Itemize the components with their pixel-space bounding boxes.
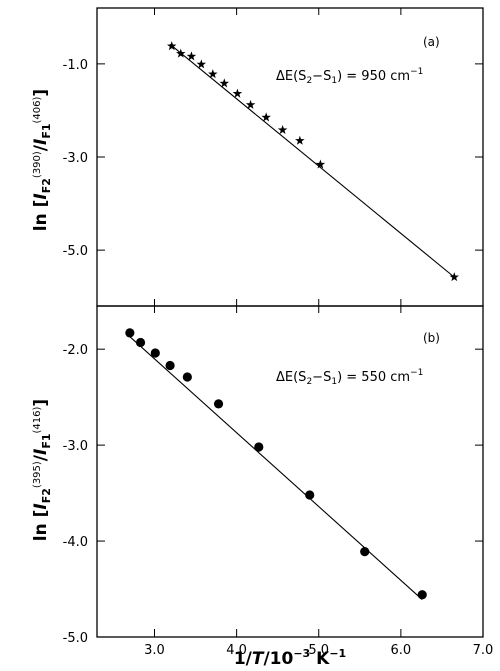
panel-b-ylabel-pre: ln [: [31, 510, 51, 542]
panel-a-ylabel-i1sup: (390): [32, 151, 43, 178]
panel-a-y-tick-label: -3.0: [63, 151, 88, 166]
panel-b-annot-mid: −S: [312, 370, 331, 385]
panel-a-ylabel-i2sup: (406): [32, 96, 43, 123]
panel-b-y-tick-label: -5.0: [63, 631, 88, 646]
panel-a-ylabel-slash: /: [31, 144, 51, 151]
panel-a-data-point: [245, 99, 256, 109]
panel-a-data-point: [219, 78, 230, 88]
panel-b-annotation: ΔE(S2−S1) = 550 cm−1: [276, 368, 423, 387]
x-axis-label: 1/T/10−3 K−1: [234, 647, 346, 669]
panel-b-y-tick-label: -3.0: [63, 439, 88, 454]
panel-b-ylabel-slash: /: [31, 454, 51, 461]
panel-b-y-tick-label: -2.0: [63, 343, 88, 358]
panel-b-ylabel-i2sub: F1: [40, 433, 53, 448]
panel-a-fit-line: [169, 43, 455, 278]
panel-b-ylabel-i1sub: F2: [40, 488, 53, 503]
xlabel-sup2: −1: [329, 647, 346, 660]
panel-a-ylabel-i1sub: F2: [40, 178, 53, 193]
x-tick-label: 5.0: [308, 643, 329, 658]
panel-a-frame: [96, 7, 484, 307]
panel-b-data-point: [213, 399, 224, 409]
panel-a-data-point: [295, 135, 305, 145]
panel-a-ylabel-post: ]: [31, 89, 51, 97]
panel-b-ylabel-post: ]: [31, 399, 51, 407]
panel-a-y-tick-label: -5.0: [63, 244, 88, 259]
x-tick-label: 7.0: [473, 643, 494, 658]
x-tick-label: 4.0: [226, 643, 247, 658]
panel-b-data-point: [305, 490, 315, 500]
panel-b-data-point: [360, 547, 370, 557]
panel-a-data-point: [196, 59, 207, 69]
xlabel-sup1: −3: [293, 647, 310, 660]
panel-b-ylabel-i2sup: (416): [32, 406, 43, 433]
panel-a-annot-prefix: ΔE(S: [276, 69, 306, 84]
panel-a-data-point: [186, 51, 197, 61]
panel-a-annotation: ΔE(S2−S1) = 950 cm−1: [276, 67, 423, 86]
panel-a-data-point: [315, 159, 326, 169]
panel-a-y-tick-label: -1.0: [63, 58, 88, 73]
xlabel-mid: /10: [263, 649, 293, 669]
panel-b-data-point: [125, 328, 135, 338]
panel-a-annot-mid: −S: [312, 69, 331, 84]
panel-a-ylabel-i1: I: [31, 193, 51, 199]
panel-b-data-point: [135, 337, 146, 348]
panel-b-data-point: [150, 348, 160, 358]
panel-b-data-point: [165, 360, 175, 371]
xlabel-pre: 1/: [234, 649, 253, 669]
panel-b-ylabel-i2: I: [31, 449, 51, 455]
panel-b-ylabel-i1: I: [31, 503, 51, 509]
panel-b-frame: [96, 305, 484, 638]
panel-a-data-point: [232, 88, 243, 98]
panel-b-annot-suffix: ) = 550 cm: [337, 370, 410, 385]
xlabel-t: T: [252, 649, 265, 669]
panel-b-label: (b): [423, 331, 440, 345]
panel-a-ylabel-i2sub: F1: [40, 123, 53, 138]
panel-b-data-point: [254, 442, 264, 452]
panel-a-label: (a): [423, 35, 440, 49]
panel-a-annot-sub2: 1: [331, 76, 337, 86]
panel-a-data-point: [208, 69, 218, 79]
x-tick-label: 3.0: [144, 643, 165, 658]
panel-a-data-point: [176, 48, 186, 58]
panel-b-y-axis-label: ln [IF2(395)/IF1(416)]: [31, 399, 53, 541]
panel-b-annot-prefix: ΔE(S: [276, 370, 306, 385]
panel-a-data-point: [166, 41, 177, 51]
panel-a-data-point: [277, 124, 288, 135]
panel-a-ylabel-i2: I: [31, 139, 51, 145]
panel-b-data-point: [182, 372, 192, 382]
panel-b-annot-sup: −1: [410, 368, 423, 378]
panel-a-y-axis-label: ln [IF2(390)/IF1(406)]: [31, 89, 53, 231]
x-tick-label: 6.0: [391, 643, 412, 658]
panel-a-annot-suffix: ) = 950 cm: [337, 69, 410, 84]
panel-a-data-point: [261, 112, 271, 122]
panel-b-annot-sub2: 1: [331, 377, 337, 387]
panel-a-annot-sup: −1: [410, 67, 423, 77]
panel-a-annot-sub1: 2: [306, 76, 312, 86]
panel-a-data-point: [449, 272, 460, 282]
panel-a-ylabel-pre: ln [: [31, 200, 51, 232]
panel-b-data-point: [417, 590, 427, 600]
panel-b-fit-line: [129, 336, 423, 600]
panel-b-annot-sub1: 2: [306, 377, 312, 387]
xlabel-unit: K: [310, 649, 330, 669]
panel-b-y-tick-label: -4.0: [63, 535, 88, 550]
panel-b-ylabel-i1sup: (395): [32, 461, 43, 488]
chart-marks: -1.0 -3.0 -5.0 -2.0 -3.0 -4.0 -5.0 3.0 4.0 5.0 6.0…: [63, 8, 494, 658]
